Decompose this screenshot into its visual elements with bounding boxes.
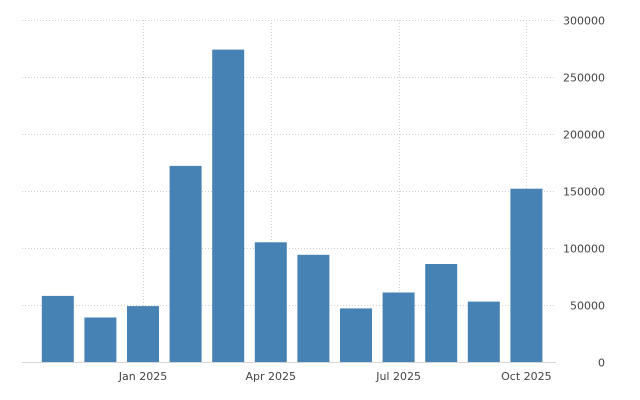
grid-layer [22,20,556,362]
y-tick-label: 200000 [563,129,605,142]
bar[interactable] [41,295,74,362]
x-tick-label: Apr 2025 [246,370,297,383]
bar[interactable] [254,242,287,362]
bar[interactable] [340,308,372,362]
y-tick-label: 0 [598,357,605,370]
y-tick-label: 100000 [563,243,605,256]
x-tick-label: Oct 2025 [501,370,552,383]
y-tick-label: 150000 [563,186,605,199]
bar[interactable] [467,301,500,362]
y-tick-label: 300000 [563,15,605,28]
y-tick-label: 250000 [563,72,605,85]
axis-layer: 0 50000 100000 150000 200000 250000 300000 Jan … [22,15,605,383]
bars-layer [41,49,543,363]
bar[interactable] [510,188,543,362]
x-tick-label: Jul 2025 [375,370,421,383]
bar[interactable] [382,292,415,363]
bar[interactable] [127,306,159,362]
bar[interactable] [297,254,330,362]
bar[interactable] [169,165,202,362]
bar[interactable] [84,317,117,363]
x-tick-label: Jan 2025 [118,370,167,383]
bar[interactable] [212,49,245,362]
y-tick-label: 50000 [570,300,605,313]
bar[interactable] [425,264,458,362]
